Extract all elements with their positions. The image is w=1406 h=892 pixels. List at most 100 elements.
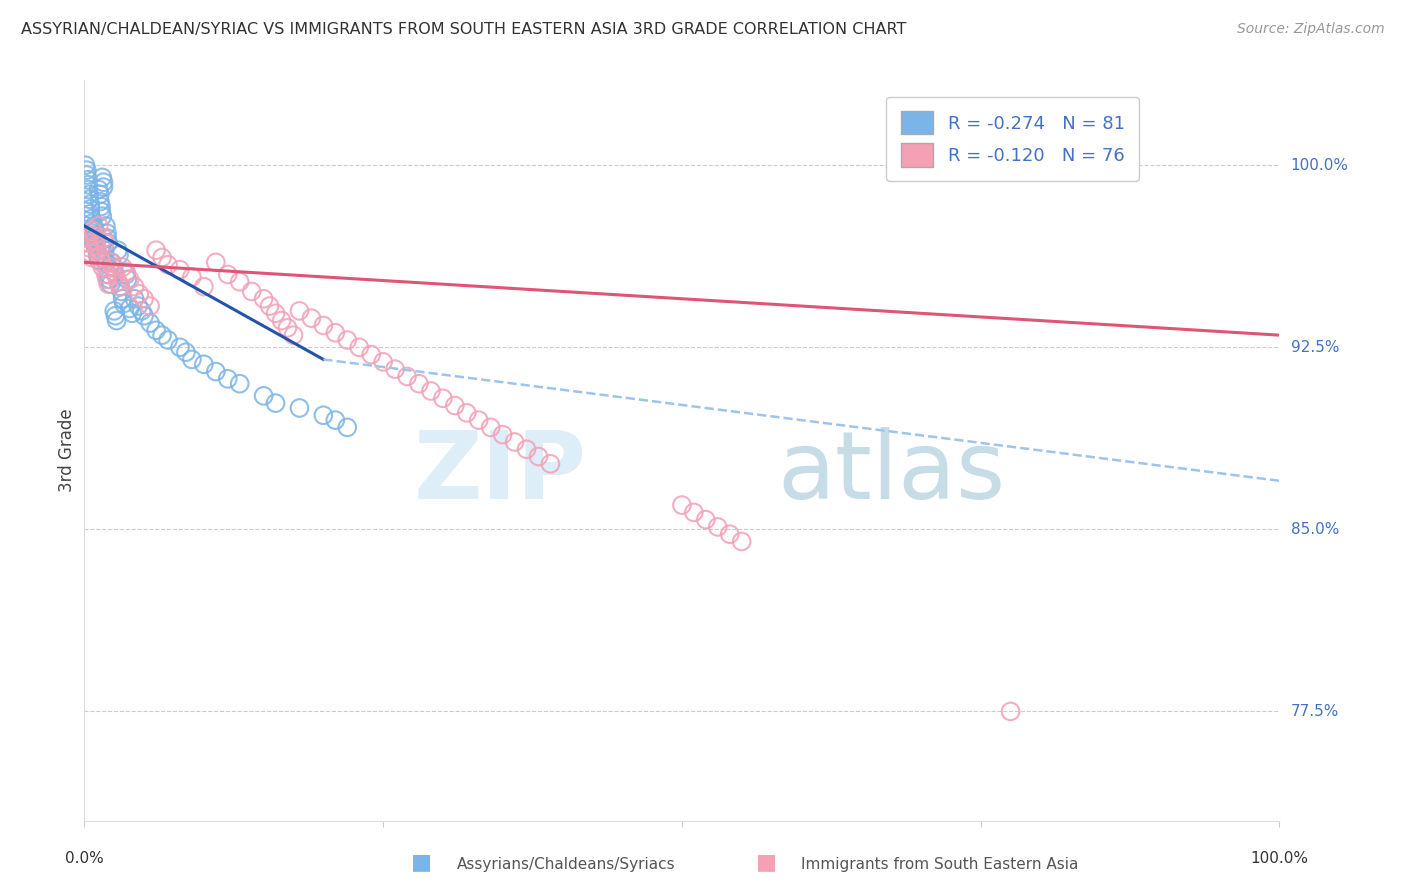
- Point: [396, 369, 419, 384]
- Point: [253, 389, 276, 403]
- Point: [288, 304, 311, 318]
- Point: [174, 345, 197, 359]
- Point: [83, 235, 105, 250]
- Point: [98, 272, 121, 286]
- Point: [104, 309, 127, 323]
- Text: 85.0%: 85.0%: [1291, 522, 1339, 537]
- Point: [89, 194, 111, 209]
- Text: ■: ■: [412, 853, 432, 872]
- Point: [87, 182, 110, 196]
- Point: [83, 219, 105, 233]
- Point: [83, 231, 105, 245]
- Point: [169, 340, 191, 354]
- Text: 100.0%: 100.0%: [1291, 158, 1348, 173]
- Point: [360, 348, 382, 362]
- Point: [104, 268, 127, 282]
- Point: [77, 187, 100, 202]
- Point: [86, 243, 108, 257]
- Point: [107, 243, 129, 257]
- Point: [312, 409, 335, 423]
- Point: [91, 170, 114, 185]
- Point: [181, 269, 204, 284]
- Point: [84, 224, 107, 238]
- Text: Immigrants from South Eastern Asia: Immigrants from South Eastern Asia: [801, 857, 1078, 872]
- Point: [124, 279, 146, 293]
- Point: [150, 251, 173, 265]
- Point: [111, 292, 134, 306]
- Point: [259, 299, 281, 313]
- Point: [695, 513, 717, 527]
- Point: [193, 357, 215, 371]
- Point: [110, 279, 132, 293]
- Point: [229, 376, 252, 391]
- Point: [253, 292, 276, 306]
- Point: [217, 268, 239, 282]
- Point: [86, 238, 108, 252]
- Point: [100, 255, 122, 269]
- Legend: R = -0.274   N = 81, R = -0.120   N = 76: R = -0.274 N = 81, R = -0.120 N = 76: [886, 96, 1139, 181]
- Point: [86, 238, 108, 252]
- Point: [112, 296, 135, 310]
- Point: [301, 311, 323, 326]
- Point: [373, 355, 395, 369]
- Point: [718, 527, 741, 541]
- Text: ■: ■: [756, 853, 776, 872]
- Point: [110, 285, 132, 299]
- Point: [79, 197, 101, 211]
- Point: [90, 255, 112, 269]
- Point: [79, 245, 101, 260]
- Point: [84, 234, 107, 248]
- Point: [150, 328, 173, 343]
- Point: [264, 396, 287, 410]
- Point: [77, 241, 100, 255]
- Point: [264, 306, 287, 320]
- Point: [82, 224, 104, 238]
- Point: [128, 286, 150, 301]
- Point: [503, 434, 526, 449]
- Text: 100.0%: 100.0%: [1250, 851, 1309, 866]
- Point: [87, 219, 110, 233]
- Point: [229, 275, 252, 289]
- Point: [79, 202, 101, 216]
- Point: [707, 520, 730, 534]
- Point: [94, 268, 117, 282]
- Point: [408, 376, 430, 391]
- Point: [101, 255, 124, 269]
- Text: Source: ZipAtlas.com: Source: ZipAtlas.com: [1237, 22, 1385, 37]
- Point: [516, 442, 538, 457]
- Point: [79, 207, 101, 221]
- Point: [683, 505, 706, 519]
- Point: [270, 313, 292, 327]
- Point: [80, 211, 103, 226]
- Point: [108, 248, 131, 262]
- Point: [80, 217, 103, 231]
- Point: [97, 277, 120, 292]
- Text: ASSYRIAN/CHALDEAN/SYRIAC VS IMMIGRANTS FROM SOUTH EASTERN ASIA 3RD GRADE CORRELA: ASSYRIAN/CHALDEAN/SYRIAC VS IMMIGRANTS F…: [21, 22, 907, 37]
- Point: [115, 268, 138, 282]
- Point: [145, 243, 167, 257]
- Point: [169, 262, 191, 277]
- Point: [117, 272, 139, 286]
- Point: [86, 243, 108, 257]
- Point: [277, 321, 299, 335]
- Point: [540, 457, 562, 471]
- Point: [93, 243, 115, 257]
- Point: [76, 231, 98, 245]
- Point: [105, 313, 128, 327]
- Point: [93, 248, 115, 262]
- Text: 92.5%: 92.5%: [1291, 340, 1339, 355]
- Point: [479, 420, 502, 434]
- Point: [288, 401, 311, 415]
- Point: [96, 231, 118, 245]
- Point: [132, 309, 156, 323]
- Text: Assyrians/Chaldeans/Syriacs: Assyrians/Chaldeans/Syriacs: [457, 857, 675, 872]
- Point: [283, 328, 305, 343]
- Point: [103, 265, 125, 279]
- Point: [75, 158, 97, 172]
- Point: [87, 252, 110, 267]
- Y-axis label: 3rd Grade: 3rd Grade: [58, 409, 76, 492]
- Point: [82, 221, 104, 235]
- Point: [336, 333, 359, 347]
- Point: [145, 323, 167, 337]
- Point: [111, 260, 134, 275]
